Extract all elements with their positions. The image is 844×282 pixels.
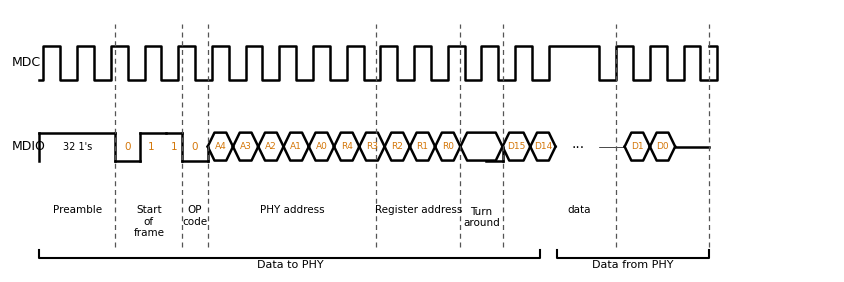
Text: A2: A2 [265, 142, 277, 151]
Text: Register address: Register address [374, 205, 462, 215]
Text: A3: A3 [240, 142, 252, 151]
Text: Data from PHY: Data from PHY [592, 260, 673, 270]
Text: 1: 1 [148, 142, 154, 152]
Text: PHY address: PHY address [259, 205, 324, 215]
Text: R4: R4 [340, 142, 352, 151]
Text: R0: R0 [441, 142, 453, 151]
Text: A1: A1 [289, 142, 302, 151]
Text: D0: D0 [656, 142, 668, 151]
Text: 32 1's: 32 1's [62, 142, 92, 152]
Text: D1: D1 [630, 142, 643, 151]
Text: R3: R3 [365, 142, 377, 151]
Text: 0: 0 [192, 142, 198, 152]
Text: Turn
around: Turn around [463, 207, 500, 228]
Text: 0: 0 [124, 142, 131, 152]
Text: R2: R2 [391, 142, 403, 151]
Text: A4: A4 [214, 142, 226, 151]
Text: OP
code: OP code [182, 205, 208, 227]
Text: R1: R1 [416, 142, 428, 151]
Text: MDC: MDC [12, 56, 41, 69]
Text: Preamble: Preamble [52, 205, 101, 215]
Text: Data to PHY: Data to PHY [257, 260, 322, 270]
Text: 1: 1 [170, 142, 177, 152]
Text: MDIO: MDIO [12, 140, 46, 153]
Text: Start
of
frame: Start of frame [133, 205, 164, 238]
Text: A0: A0 [315, 142, 327, 151]
Text: D15: D15 [506, 142, 525, 151]
Text: data: data [566, 205, 590, 215]
Text: ...: ... [571, 137, 584, 151]
Text: D14: D14 [533, 142, 551, 151]
